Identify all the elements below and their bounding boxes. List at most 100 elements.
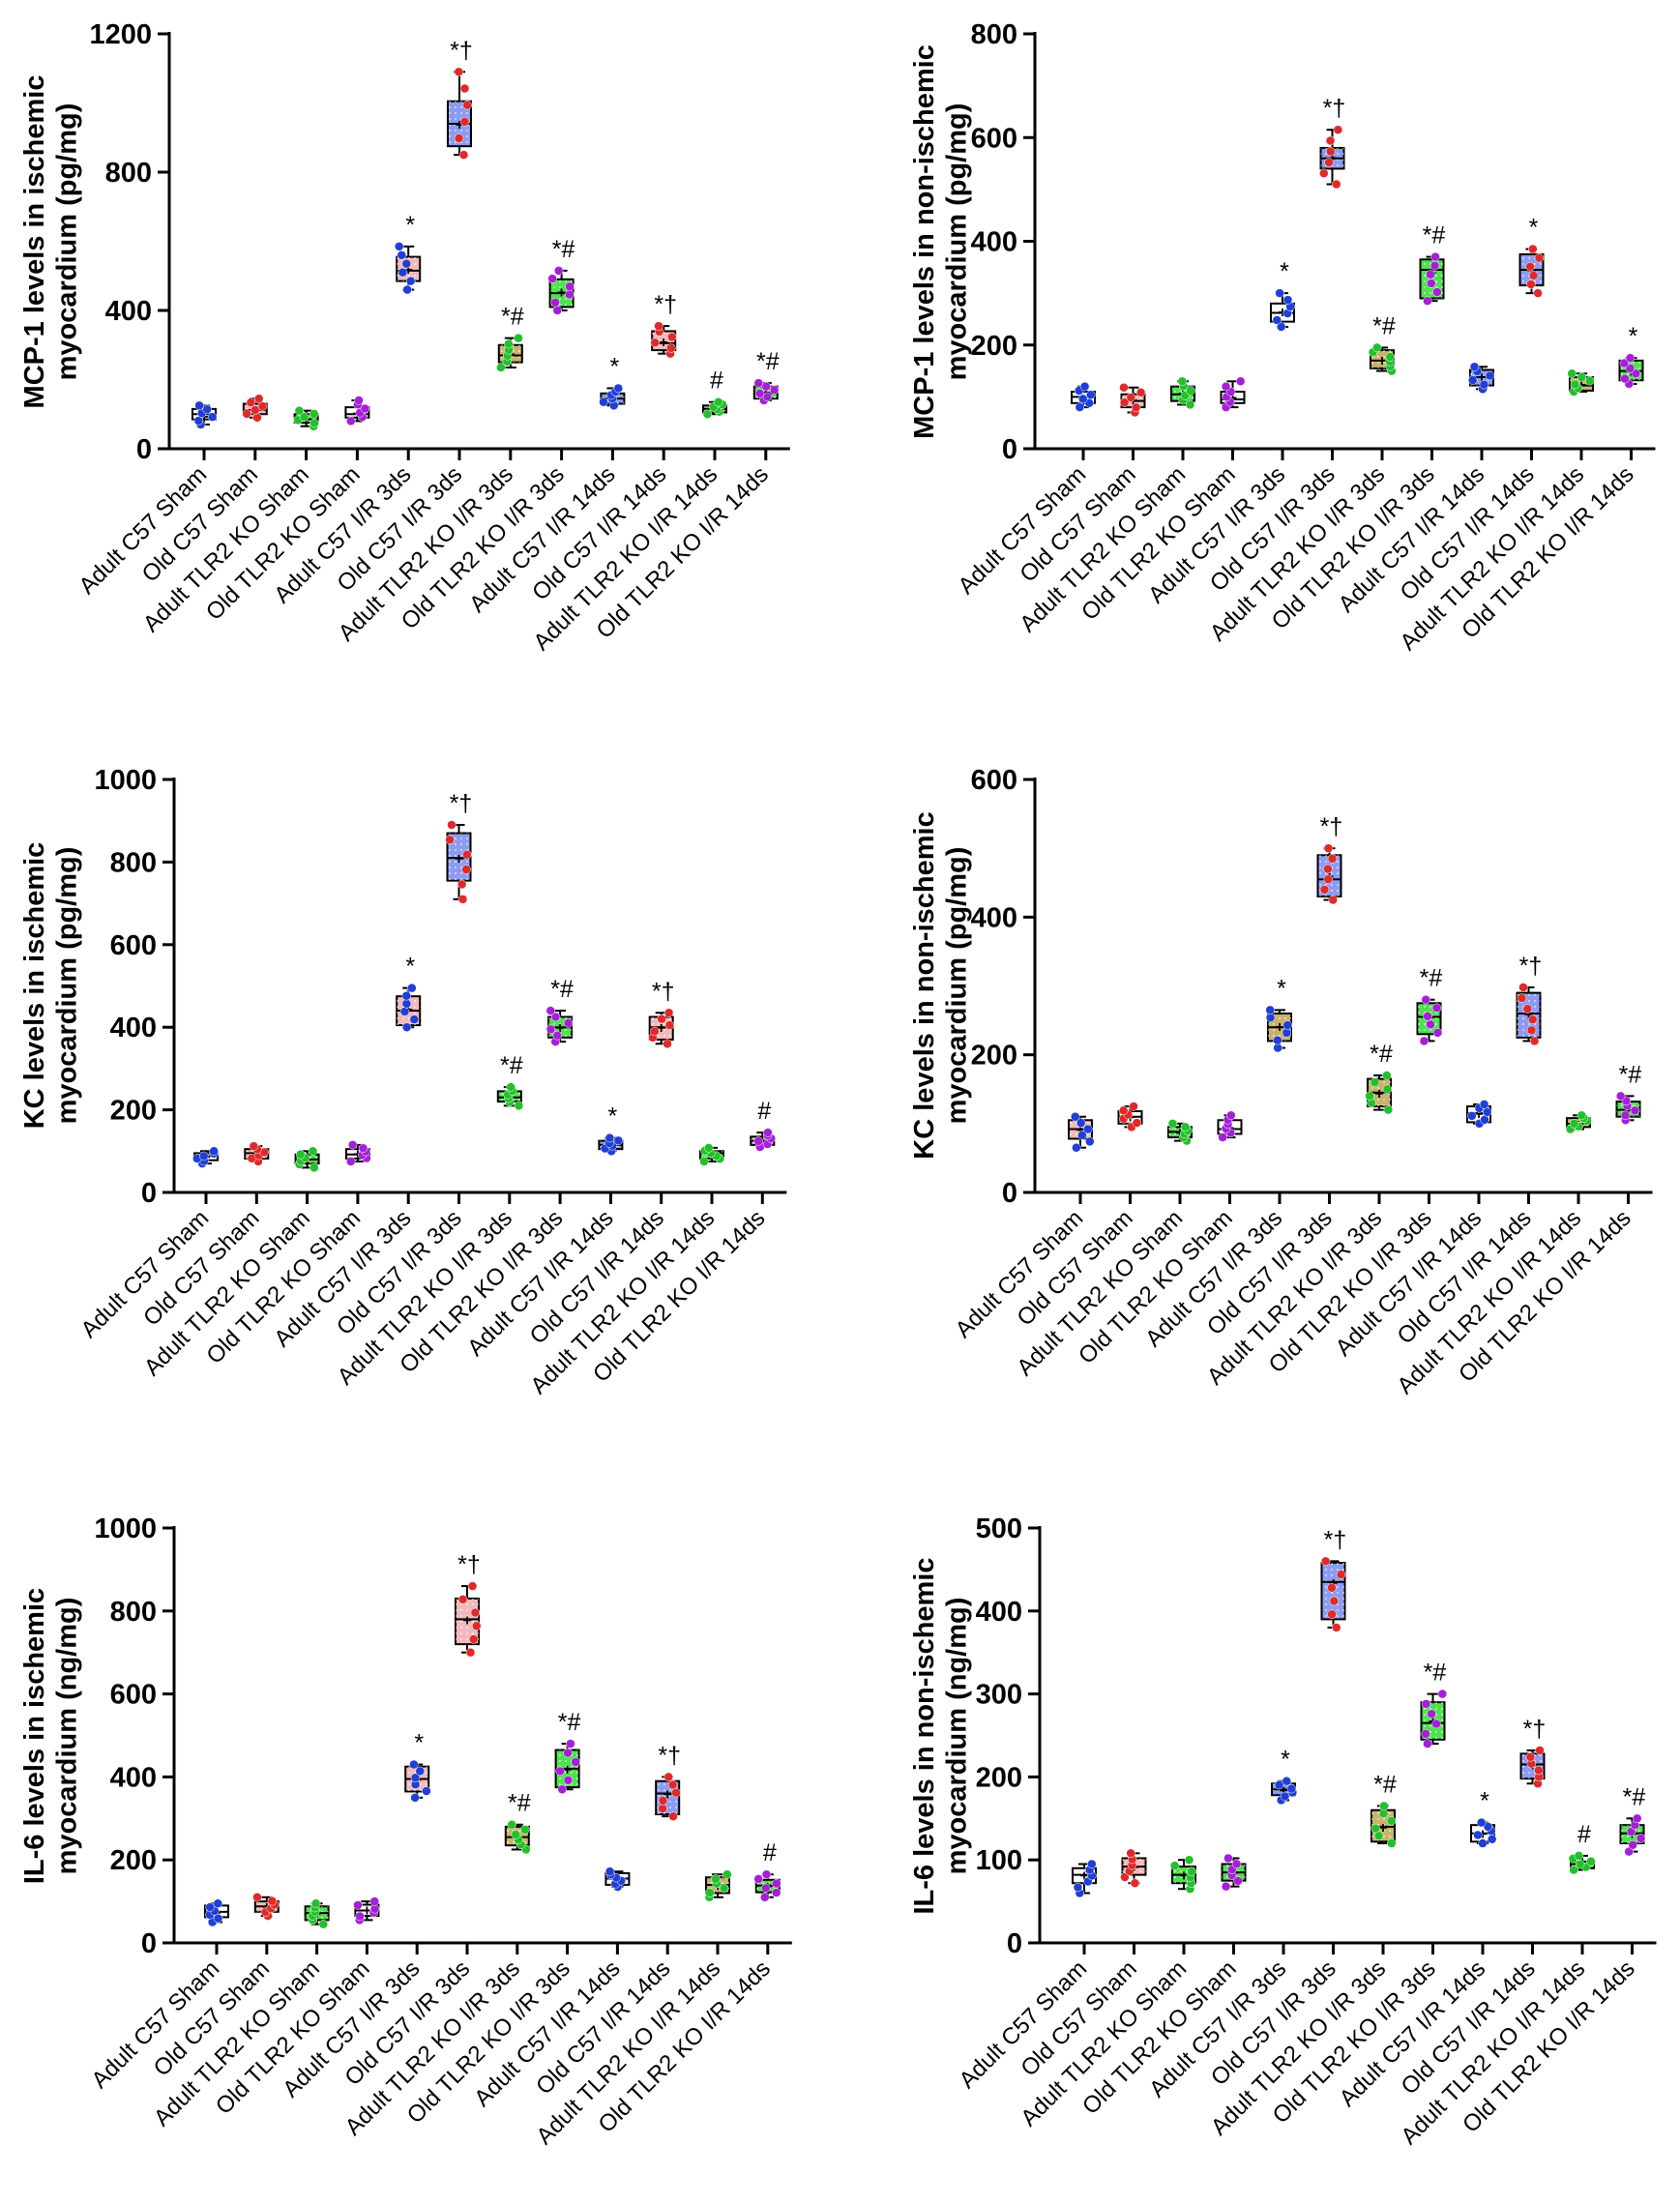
box-mean-marker: +: [657, 1020, 665, 1037]
data-point: [753, 1874, 763, 1884]
data-point: [454, 133, 464, 143]
y-tick-label: 500: [976, 1513, 1022, 1544]
data-point: [422, 1786, 431, 1796]
box-group: +: [1221, 1853, 1247, 1892]
data-point: [249, 1141, 259, 1151]
data-point: [1167, 1119, 1178, 1129]
data-point: [699, 1157, 709, 1166]
data-point: [1482, 1107, 1492, 1117]
data-point: [1282, 295, 1293, 305]
box-group: + *†: [445, 790, 472, 904]
data-point: [1586, 1856, 1596, 1866]
data-point: [1421, 994, 1430, 1005]
data-point: [1126, 1848, 1135, 1859]
data-point: [1479, 1100, 1489, 1109]
data-point: [511, 1830, 521, 1839]
y-axis-label-line: myocardium (ng/mg): [52, 1598, 83, 1875]
box-mean-marker: +: [1076, 1123, 1084, 1139]
data-point: [1518, 983, 1528, 992]
data-point: [205, 1902, 215, 1912]
data-point: [1636, 1834, 1646, 1843]
y-axis-label-line: myocardium (pg/mg): [942, 103, 973, 381]
data-point: [252, 1893, 262, 1902]
significance-label: *†: [654, 291, 677, 318]
data-point: [1615, 1091, 1626, 1102]
box-mean-marker: +: [557, 284, 566, 301]
box-group: +*: [1618, 323, 1644, 389]
y-axis-label-line: MCP-1 levels in ischemic: [19, 75, 50, 409]
significance-label: *#: [1423, 222, 1446, 250]
data-point: [1118, 1105, 1129, 1116]
data-point: [763, 1128, 773, 1137]
data-point: [704, 1143, 714, 1153]
data-point: [462, 100, 472, 110]
significance-label: *: [1280, 258, 1289, 285]
box-mean-marker: +: [455, 117, 463, 133]
data-point: [267, 1895, 278, 1906]
data-point: [1075, 402, 1085, 412]
data-point: [1385, 352, 1396, 362]
data-point: [410, 1773, 421, 1783]
data-point: [1473, 1830, 1483, 1840]
data-point: [407, 983, 417, 993]
data-point: [398, 267, 408, 278]
data-point: [1218, 1132, 1227, 1142]
data-point: [199, 1151, 209, 1161]
y-tick-label: 800: [110, 1597, 157, 1628]
significance-label: *†: [1323, 95, 1346, 122]
data-point: [657, 1014, 666, 1024]
y-axis-label: IL-6 levels in ischemicmyocardium (ng/mg…: [19, 1588, 82, 1884]
data-point: [1574, 1851, 1584, 1861]
data-point: [1083, 1124, 1093, 1134]
data-point: [1329, 1596, 1340, 1606]
significance-label: *: [405, 954, 415, 981]
data-point: [565, 289, 575, 300]
data-point: [1131, 402, 1141, 413]
box-group: +: [1217, 1110, 1243, 1142]
data-point: [663, 1008, 674, 1018]
data-point: [252, 413, 262, 423]
box-mean-marker: +: [199, 409, 208, 426]
data-point: [447, 820, 457, 830]
data-point: [1569, 1119, 1579, 1129]
data-point: [1320, 1556, 1331, 1567]
significance-label: *#: [1623, 1783, 1646, 1810]
y-tick-label: 300: [976, 1680, 1022, 1711]
data-point: [761, 1883, 771, 1894]
box-group: +*: [404, 1730, 431, 1803]
data-point: [1327, 1583, 1337, 1593]
significance-label: *†: [457, 1551, 481, 1578]
data-point: [457, 1595, 468, 1604]
significance-label: *†: [450, 37, 473, 64]
data-point: [1479, 379, 1489, 390]
data-point: [1184, 1855, 1194, 1865]
data-point: [472, 1621, 482, 1631]
data-point: [1221, 381, 1231, 392]
data-point: [1135, 388, 1146, 397]
y-tick-label: 0: [1002, 1178, 1017, 1209]
significance-label: *: [1629, 323, 1638, 350]
data-point: [401, 999, 412, 1009]
data-point: [761, 381, 771, 392]
data-point: [1177, 376, 1188, 387]
data-point: [369, 1896, 379, 1906]
data-point: [664, 1020, 675, 1030]
data-point: [454, 67, 464, 77]
data-point: [458, 150, 469, 160]
box-mean-marker: +: [353, 1146, 362, 1162]
data-point: [1273, 1035, 1282, 1045]
data-point: [318, 1919, 329, 1929]
box-group: +: [1167, 1119, 1193, 1146]
box-group: +#: [753, 1839, 781, 1902]
y-tick-label: 800: [105, 158, 152, 189]
y-tick-label: 200: [110, 1845, 157, 1876]
data-point: [1525, 1752, 1536, 1762]
box-group: +: [1565, 1110, 1592, 1134]
data-point: [1423, 1012, 1432, 1021]
data-point: [1575, 1859, 1585, 1869]
data-point: [1437, 1689, 1448, 1699]
data-point: [1528, 271, 1539, 280]
significance-label: *: [405, 212, 415, 239]
